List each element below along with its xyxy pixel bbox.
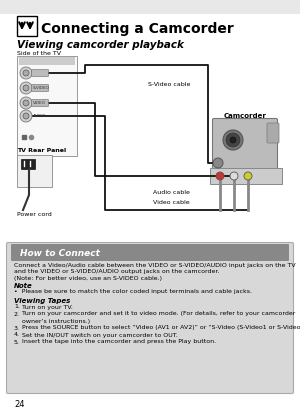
Text: 5.: 5. — [14, 339, 20, 344]
Circle shape — [213, 158, 223, 168]
Text: Side of the TV: Side of the TV — [17, 51, 61, 56]
FancyBboxPatch shape — [11, 244, 289, 261]
Circle shape — [23, 113, 29, 119]
Text: TV Rear Panel: TV Rear Panel — [17, 148, 66, 153]
Circle shape — [23, 85, 29, 91]
Text: Turn on your camcorder and set it to video mode. (For details, refer to your cam: Turn on your camcorder and set it to vid… — [22, 312, 296, 317]
Circle shape — [244, 172, 252, 180]
Text: 3.: 3. — [14, 326, 20, 330]
Circle shape — [23, 70, 29, 76]
Text: 2.: 2. — [14, 312, 20, 317]
Text: Press the SOURCE button to select “Video (AV1 or AV2)” or “S-Video (S-Video1 or : Press the SOURCE button to select “Video… — [22, 326, 300, 330]
Text: 24: 24 — [14, 400, 25, 409]
Text: Set the IN/OUT switch on your camcorder to OUT.: Set the IN/OUT switch on your camcorder … — [22, 333, 178, 337]
Text: (Note: For better video, use an S-VIDEO cable.): (Note: For better video, use an S-VIDEO … — [14, 276, 162, 281]
FancyBboxPatch shape — [267, 123, 279, 143]
Text: Viewing Tapes: Viewing Tapes — [14, 297, 70, 303]
Text: S-Video cable: S-Video cable — [148, 82, 190, 87]
Text: 1.: 1. — [14, 304, 20, 310]
FancyBboxPatch shape — [212, 119, 278, 169]
Circle shape — [230, 172, 238, 180]
Text: How to Connect: How to Connect — [20, 249, 100, 258]
Circle shape — [230, 137, 236, 143]
Bar — [21, 159, 35, 169]
Text: Audio cable: Audio cable — [153, 190, 190, 195]
Circle shape — [20, 110, 32, 122]
Circle shape — [20, 97, 32, 109]
Text: •  Please be sure to match the color coded input terminals and cable jacks.: • Please be sure to match the color code… — [14, 290, 252, 294]
Text: Power cord: Power cord — [17, 212, 52, 217]
Text: 4.: 4. — [14, 333, 20, 337]
Bar — [17, 16, 37, 36]
Text: Camcorder: Camcorder — [224, 113, 267, 119]
Bar — [17, 56, 77, 156]
Text: Viewing camcorder playback: Viewing camcorder playback — [17, 40, 184, 50]
FancyBboxPatch shape — [32, 70, 49, 76]
FancyBboxPatch shape — [32, 99, 49, 106]
Text: and the VIDEO or S-VIDEO/AUDIO output jacks on the camcorder.: and the VIDEO or S-VIDEO/AUDIO output ja… — [14, 270, 219, 274]
Text: Connect a Video/Audio cable between the VIDEO or S-VIDEO/AUDIO input jacks on th: Connect a Video/Audio cable between the … — [14, 263, 296, 268]
FancyBboxPatch shape — [32, 85, 49, 92]
Circle shape — [20, 67, 32, 79]
Circle shape — [226, 133, 240, 147]
Text: Insert the tape into the camcorder and press the Play button.: Insert the tape into the camcorder and p… — [22, 339, 216, 344]
Bar — [0, 0, 300, 14]
Text: Note: Note — [14, 283, 33, 290]
Bar — [210, 168, 282, 184]
Text: Connecting a Camcorder: Connecting a Camcorder — [41, 22, 234, 36]
Text: AUDIO: AUDIO — [33, 114, 46, 118]
Circle shape — [223, 130, 243, 150]
Text: owner’s instructions.): owner’s instructions.) — [22, 319, 90, 324]
Circle shape — [20, 82, 32, 94]
Text: S-VIDEO: S-VIDEO — [33, 86, 50, 90]
Text: Turn on your TV.: Turn on your TV. — [22, 304, 73, 310]
FancyBboxPatch shape — [7, 243, 293, 393]
Bar — [19, 57, 75, 65]
Circle shape — [23, 100, 29, 106]
Bar — [17, 155, 52, 187]
Circle shape — [216, 172, 224, 180]
Text: Video cable: Video cable — [153, 200, 190, 205]
Text: VIDEO: VIDEO — [33, 101, 46, 105]
